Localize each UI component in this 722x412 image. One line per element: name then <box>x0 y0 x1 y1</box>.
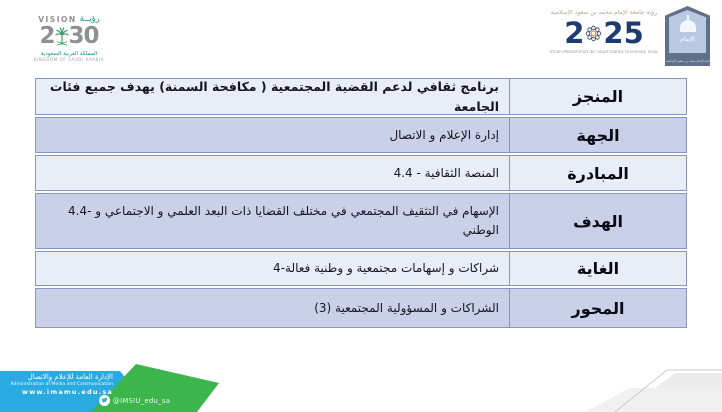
vision-latin-text: VISION <box>38 14 77 24</box>
deco-outline <box>614 369 722 412</box>
vision-2030-wordmark: VISION رؤيــة <box>33 14 105 24</box>
footer-department-block: الإدارة العامة للإعلام والاتصال Administ… <box>0 373 113 398</box>
goal-value: الإسهام في التثقيف المجتمعي في مختلف الق… <box>68 204 499 237</box>
kingdom-name-latin: KINGDOM OF SAUDI ARABIA <box>34 56 104 62</box>
department-name-latin: Administration of Media and Communicatio… <box>10 381 113 387</box>
footer-ribbons: الإدارة العامة للإعلام والاتصال Administ… <box>0 363 230 412</box>
year-digit-2: 2 <box>564 15 585 50</box>
emblem-name-arabic: الإمام <box>680 35 695 43</box>
vision-2025-arabic-title: رؤية جامعة الإمام محمد بن سعود الإسلامية <box>550 10 658 16</box>
emblem-band-text: جامعة الإمام محمد بن سعود الإسلامية <box>665 59 710 63</box>
table-row-axis: الشراكات و المسؤولية المجتمعية (3) المحو… <box>35 288 687 328</box>
goal-label: الهدف <box>509 194 686 248</box>
twitter-handle[interactable]: @IMSIU_edu_sa <box>113 397 171 405</box>
achievement-label: المنجز <box>509 79 686 114</box>
table-row-objective: شراكات و إسهامات مجتمعية و وطنية فعالة-4… <box>35 251 687 286</box>
university-vision-2025-logo: رؤية جامعة الإمام محمد بن سعود الإسلامية… <box>550 10 658 55</box>
table-row-goal: الإسهام في التثقيف المجتمعي في مختلف الق… <box>35 193 687 249</box>
saudi-palm-emblem-icon <box>54 27 69 46</box>
axis-value: الشراكات و المسؤولية المجتمعية (3) <box>314 300 499 315</box>
vision-2025-subtitle-latin: Imam Mohammad Ibn Saud Islamic Universit… <box>550 50 658 55</box>
achievement-value: برنامج ثقافي لدعم القضية المجتمعية ( مكا… <box>49 79 499 114</box>
website-link[interactable]: www.imamu.edu.sa <box>22 388 113 397</box>
objective-value: شراكات و إسهامات مجتمعية و وطنية فعالة-4 <box>273 261 499 276</box>
vision-2025-year: 2 25 <box>550 15 658 50</box>
axis-label: المحور <box>509 289 686 327</box>
university-emblem: الإمام جامعة الإمام محمد بن سعود الإسلام… <box>665 6 710 66</box>
initiative-value: المنصة الثقافية - 4.4 <box>393 165 499 180</box>
vision-arabic-text: رؤيــة <box>79 14 100 24</box>
mosque-dome-icon <box>679 20 696 32</box>
vision-2030-logo: VISION رؤيــة 2 30 <box>33 14 105 62</box>
table-row-entity: إدارة الإعلام و الاتصال الجهة <box>35 117 687 153</box>
mosque-finial-icon <box>686 15 689 20</box>
objective-label: الغاية <box>509 252 686 285</box>
twitter-icon <box>99 395 110 406</box>
kingdom-name-arabic: المملكة العربية السعودية <box>40 50 98 57</box>
gear-flower-icon <box>586 25 602 42</box>
program-details-table: برنامج ثقافي لدعم القضية المجتمعية ( مكا… <box>35 78 687 330</box>
table-row-achievement: برنامج ثقافي لدعم القضية المجتمعية ( مكا… <box>35 78 687 115</box>
initiative-label: المبادرة <box>509 156 686 190</box>
entity-label: الجهة <box>509 118 686 152</box>
department-name-arabic: الإدارة العامة للإعلام والاتصال <box>27 373 113 381</box>
year-digits-25: 25 <box>603 15 644 50</box>
year-digit-2: 2 <box>39 23 55 50</box>
vision-2030-year: 2 30 <box>33 23 105 50</box>
table-row-initiative: المنصة الثقافية - 4.4 المبادرة <box>35 155 687 191</box>
corner-decoration <box>582 367 722 412</box>
deco-parallelogram-front <box>585 388 722 412</box>
year-digits-30: 30 <box>68 23 100 50</box>
entity-value: إدارة الإعلام و الاتصال <box>389 127 499 142</box>
